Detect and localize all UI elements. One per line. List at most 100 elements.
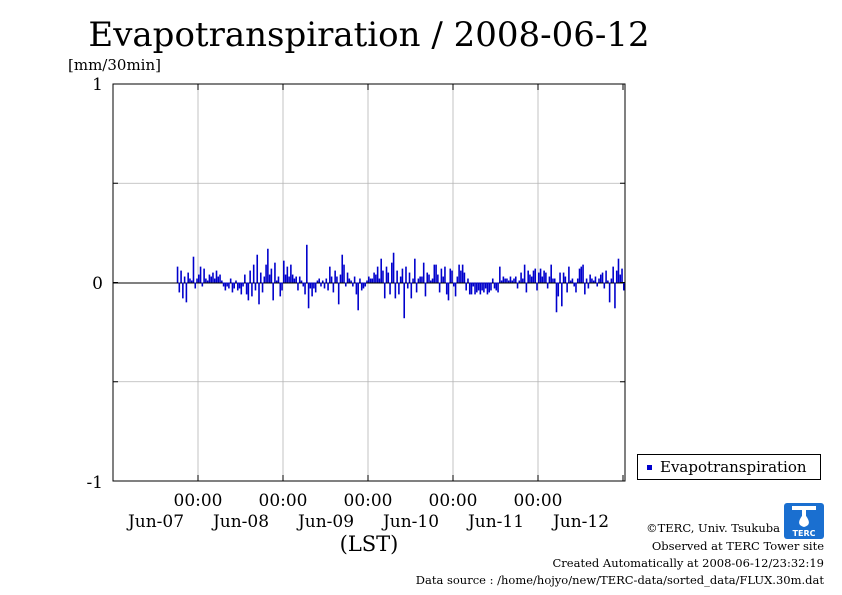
evapotranspiration-bar — [442, 276, 444, 283]
evapotranspiration-bar — [513, 278, 515, 283]
evapotranspiration-bar — [490, 282, 492, 291]
evapotranspiration-bar — [422, 262, 425, 283]
y-axis-unit-label: [mm/30min] — [68, 56, 161, 74]
evapotranspiration-bar — [566, 282, 568, 293]
evapotranspiration-bar — [438, 282, 441, 293]
evapotranspiration-bar — [557, 282, 560, 297]
legend-label: Evapotranspiration — [660, 458, 807, 476]
evapotranspiration-bar — [376, 266, 379, 283]
evapotranspiration-bar — [396, 270, 398, 283]
evapotranspiration-bar — [467, 278, 469, 283]
evapotranspiration-bar — [453, 282, 455, 287]
evapotranspiration-bar — [180, 270, 182, 283]
evapotranspiration-bar — [192, 256, 195, 283]
legend-swatch — [647, 465, 652, 470]
evapotranspiration-bar — [291, 274, 294, 283]
evapotranspiration-bar — [238, 282, 241, 289]
evapotranspiration-bar — [297, 282, 299, 291]
created-timestamp-text: Created Automatically at 2008-06-12/23:3… — [552, 556, 825, 570]
evapotranspiration-bar — [323, 282, 326, 289]
evapotranspiration-bar — [249, 270, 251, 283]
evapotranspiration-bar — [222, 282, 225, 287]
evapotranspiration-bar — [424, 282, 427, 297]
evapotranspiration-bar — [456, 276, 459, 283]
evapotranspiration-bar — [405, 266, 407, 283]
evapotranspiration-bar — [419, 276, 421, 283]
evapotranspiration-bar — [244, 274, 246, 283]
evapotranspiration-bar — [213, 278, 216, 283]
evapotranspiration-bar — [330, 276, 333, 283]
evapotranspiration-bar — [355, 282, 358, 295]
evapotranspiration-bar — [215, 270, 218, 283]
evapotranspiration-bar — [568, 266, 570, 283]
x-date-label: Jun-10 — [381, 512, 439, 532]
evapotranspiration-bar — [279, 282, 282, 297]
evapotranspiration-bar — [472, 282, 475, 287]
evapotranspiration-bar — [589, 274, 591, 283]
evapotranspiration-bar — [401, 268, 404, 283]
evapotranspiration-bar — [539, 268, 542, 283]
x-time-label: 00:00 — [174, 491, 223, 511]
evapotranspiration-bar — [309, 282, 312, 289]
evapotranspiration-bar — [394, 282, 397, 299]
evapotranspiration-bar — [298, 276, 301, 283]
evapotranspiration-bar — [470, 282, 473, 295]
evapotranspiration-bar — [360, 282, 363, 291]
evapotranspiration-bar — [546, 282, 549, 289]
evapotranspiration-bar — [286, 266, 289, 283]
evapotranspiration-bar — [575, 282, 577, 293]
evapotranspiration-bar — [502, 276, 505, 283]
evapotranspiration-bar — [564, 276, 567, 283]
evapotranspiration-bar — [194, 282, 197, 289]
evapotranspiration-bar — [582, 264, 584, 283]
evapotranspiration-bar — [359, 278, 361, 283]
evapotranspiration-bar — [221, 280, 223, 283]
evapotranspiration-bar — [500, 280, 503, 283]
evapotranspiration-bar — [532, 270, 535, 283]
evapotranspiration-bar — [449, 268, 452, 283]
evapotranspiration-bar — [506, 278, 508, 283]
evapotranspiration-bar — [550, 264, 552, 283]
evapotranspiration-bar — [272, 282, 274, 301]
evapotranspiration-bar — [208, 274, 211, 283]
evapotranspiration-bar — [368, 276, 370, 283]
evapotranspiration-bar — [541, 276, 544, 283]
evapotranspiration-bar — [318, 278, 321, 283]
evapotranspiration-bar — [311, 282, 313, 297]
evapotranspiration-bar — [304, 282, 306, 295]
evapotranspiration-bar — [594, 276, 597, 283]
evapotranspiration-bar — [435, 264, 437, 283]
evapotranspiration-bar — [242, 282, 244, 287]
evapotranspiration-bar — [185, 282, 188, 303]
evapotranspiration-bar — [300, 280, 303, 283]
evapotranspiration-bar — [569, 280, 572, 283]
evapotranspiration-bar — [293, 278, 296, 283]
evapotranspiration-bar — [536, 282, 538, 291]
evapotranspiration-bar — [486, 282, 489, 295]
x-date-label: Jun-07 — [126, 512, 184, 532]
evapotranspiration-bar — [366, 280, 368, 283]
y-tick-label-max: 1 — [92, 75, 103, 95]
evapotranspiration-bar — [516, 282, 519, 289]
evapotranspiration-bar — [196, 278, 198, 283]
evapotranspiration-bar — [621, 268, 623, 283]
evapotranspiration-bar — [178, 282, 181, 293]
evapotranspiration-bar — [444, 266, 446, 283]
evapotranspiration-bar — [203, 268, 205, 283]
evapotranspiration-bar — [233, 282, 236, 289]
evapotranspiration-bar — [525, 282, 528, 293]
evapotranspiration-bar — [391, 262, 393, 283]
evapotranspiration-bar — [182, 282, 184, 299]
evapotranspiration-bar — [226, 282, 228, 287]
evapotranspiration-bar — [236, 282, 239, 291]
evapotranspiration-bar — [426, 272, 429, 283]
evapotranspiration-bar — [190, 280, 193, 283]
evapotranspiration-bar — [573, 282, 576, 287]
evapotranspiration-bar — [474, 282, 476, 295]
evapotranspiration-bar — [414, 258, 416, 283]
evapotranspiration-bar — [522, 278, 524, 283]
x-time-label: 00:00 — [344, 491, 393, 511]
evapotranspiration-bar — [468, 282, 471, 295]
evapotranspiration-bar — [383, 282, 386, 299]
